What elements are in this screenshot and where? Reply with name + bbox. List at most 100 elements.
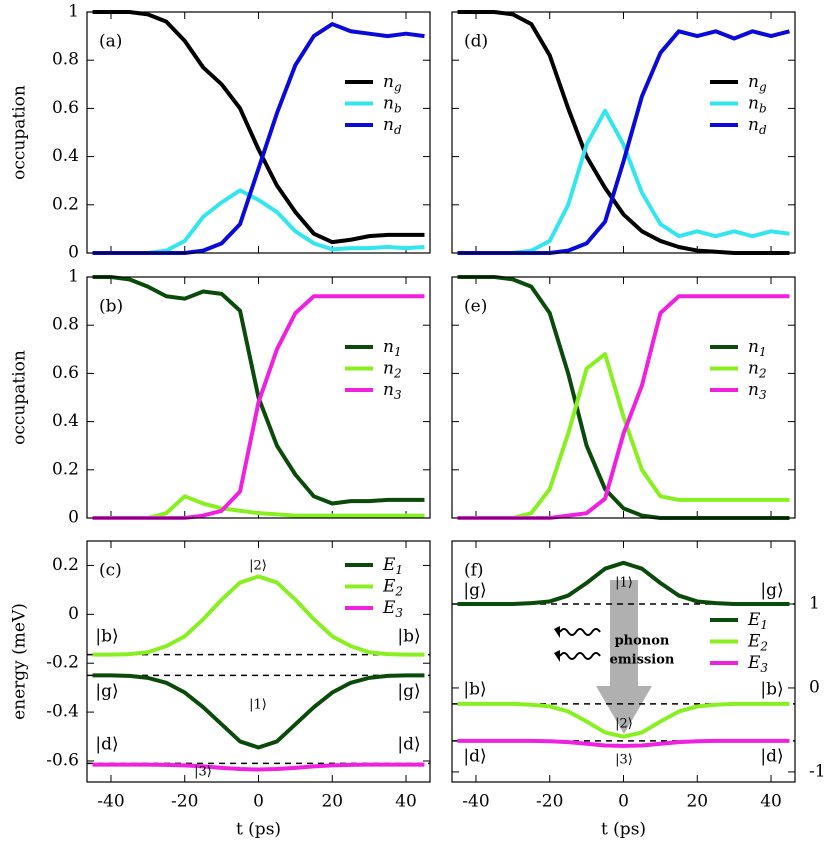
y-tick-label: 0.6 [52, 363, 79, 383]
y-tick-label: 0 [68, 508, 79, 528]
annotation: |d⟩ [760, 747, 783, 767]
plot-frame [451, 11, 796, 254]
y-tick-label: 1 [68, 2, 79, 22]
panel-label: (d) [464, 32, 488, 52]
y-tick-label: -0.2 [46, 653, 79, 673]
wave [559, 652, 601, 660]
legend-label: n3 [383, 380, 402, 402]
line [92, 574, 425, 657]
line [457, 294, 790, 520]
annotation: |2⟩ [249, 559, 267, 574]
legend-name: E [382, 576, 396, 596]
x-tick-label: 20 [321, 792, 343, 812]
x-tick-label: 20 [686, 792, 708, 812]
legend-name: n [383, 72, 394, 92]
legend-label: nd [748, 115, 767, 137]
legend-label: E3 [747, 653, 768, 675]
y-tick-label: 0 [68, 604, 79, 624]
legend-sub: 1 [395, 563, 403, 577]
legend-label: n2 [383, 358, 402, 380]
y-tick-label: 1 [68, 267, 79, 287]
legend-name: n [748, 380, 759, 400]
arrow [596, 580, 652, 734]
annotation: |b⟩ [95, 627, 118, 647]
annotation: |g⟩ [95, 682, 118, 702]
y-tick-label: -0.4 [46, 702, 79, 722]
plot-frame [451, 276, 796, 519]
annotation: |3⟩ [194, 765, 212, 780]
annotation: |g⟩ [760, 581, 783, 601]
legend-label: E2 [382, 576, 403, 598]
annotation: |g⟩ [463, 581, 486, 601]
legend-sub: 1 [759, 345, 767, 359]
x-axis-title: t (ps) [601, 820, 646, 840]
y-axis-title: occupation [10, 85, 30, 180]
legend-label: n1 [383, 337, 402, 359]
line [457, 560, 790, 606]
panel-label: (a) [99, 32, 122, 52]
legend-sub: g [394, 80, 402, 94]
y-axis-title: energy (meV) [10, 603, 30, 720]
x-tick-label: -20 [536, 792, 563, 812]
line [92, 294, 425, 520]
annotation: |g⟩ [397, 682, 420, 702]
y-tick-label: 0.8 [52, 315, 79, 335]
annotation: |2⟩ [615, 717, 633, 732]
annotation: |d⟩ [95, 735, 118, 755]
annotation: |d⟩ [397, 735, 420, 755]
x-tick-label: 0 [253, 792, 264, 812]
line [457, 701, 790, 739]
legend-sub: 1 [394, 345, 402, 359]
legend-name: E [382, 555, 396, 575]
x-axis-title: t (ps) [236, 820, 281, 840]
annotation: |b⟩ [463, 680, 486, 700]
y-tick-label: 0.2 [52, 194, 79, 214]
y-tick-label: -1 [809, 761, 826, 781]
x-tick-label: 40 [395, 792, 417, 812]
y-tick-label: 0.2 [52, 555, 79, 575]
y-tick-label: 0.8 [52, 50, 79, 70]
legend-name: n [383, 93, 394, 113]
phonon-arrow [554, 580, 652, 734]
legend-name: E [382, 598, 396, 618]
y-tick-label: -0.6 [46, 750, 79, 770]
annotation: emission [610, 653, 675, 668]
annotation: |d⟩ [463, 747, 486, 767]
plot-frame [86, 11, 431, 254]
line [92, 188, 425, 255]
annotation: |1⟩ [615, 576, 633, 591]
legend-label: nb [383, 93, 402, 115]
legend-name: n [383, 380, 394, 400]
panel-label: (f) [464, 561, 484, 581]
legend-sub: 3 [760, 661, 768, 675]
legend-label: n1 [748, 337, 767, 359]
y-tick-label: 0 [809, 677, 820, 697]
line [457, 738, 790, 748]
legend-name: n [748, 337, 759, 357]
line [92, 275, 425, 506]
legend-sub: 1 [760, 618, 768, 632]
legend-sub: 3 [759, 388, 767, 402]
y-axis-title: occupation [10, 350, 30, 445]
legend-sub: d [394, 123, 402, 137]
wave-head [554, 626, 560, 638]
legend-sub: 2 [758, 366, 767, 380]
legend-label: nd [383, 115, 402, 137]
x-tick-label: -40 [97, 792, 124, 812]
plot-frame [86, 540, 431, 783]
legend-label: n2 [748, 358, 767, 380]
line [457, 275, 790, 520]
line [92, 22, 425, 255]
legend-label: ng [748, 72, 767, 94]
annotation: |b⟩ [760, 680, 783, 700]
x-tick-label: 40 [760, 792, 782, 812]
legend-name: n [748, 93, 759, 113]
legend-name: E [747, 653, 761, 673]
annotation: |3⟩ [615, 753, 633, 768]
annotation: |b⟩ [397, 627, 420, 647]
legend-name: E [747, 610, 761, 630]
y-tick-label: 0 [68, 243, 79, 263]
line [92, 10, 425, 245]
plot-frame [86, 276, 431, 519]
